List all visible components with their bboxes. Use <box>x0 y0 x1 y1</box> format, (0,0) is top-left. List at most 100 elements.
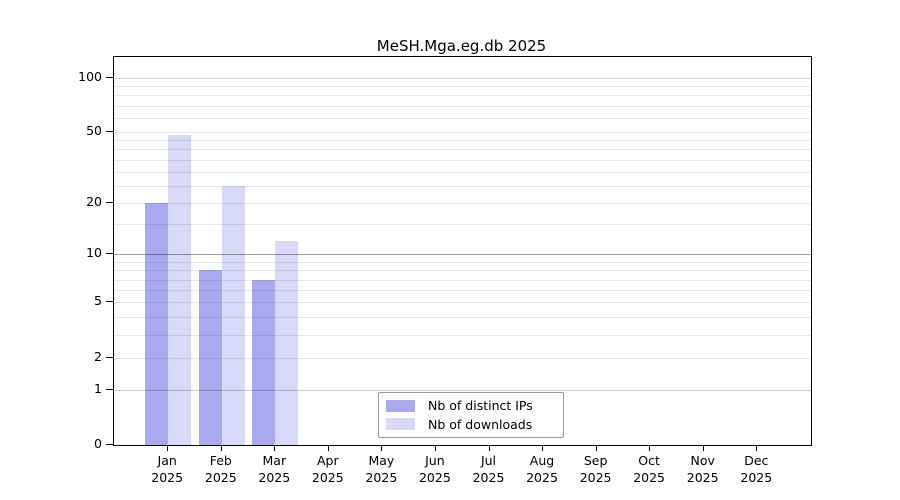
month-name: Jun <box>425 453 445 468</box>
major-gridline-1 <box>114 389 811 391</box>
x-tick-label-dec: Dec 2025 <box>724 453 788 486</box>
bar-nb-of-downloads-jan <box>168 135 192 445</box>
minor-gridline-2 <box>114 357 811 359</box>
month-year: 2025 <box>633 469 665 485</box>
month-year: 2025 <box>365 469 398 485</box>
month-year: 2025 <box>204 469 237 485</box>
month-name: Sep <box>583 453 608 468</box>
major-gridline-100 <box>114 77 811 79</box>
month-year: 2025 <box>579 469 612 485</box>
legend-item-downloads: Nb of downloads <box>379 417 563 432</box>
bar-nb-of-distinct-ips-mar <box>252 279 276 445</box>
x-tick-label-feb: Feb 2025 <box>189 453 253 486</box>
x-tick-mark-jul <box>488 445 490 451</box>
y-tick-label-1: 1 <box>94 380 102 396</box>
minor-gridline-40 <box>114 149 811 151</box>
x-tick-label-apr: Apr 2025 <box>296 453 360 486</box>
minor-gridline-30 <box>114 171 811 173</box>
minor-gridline-50 <box>114 132 811 134</box>
month-name: Mar <box>262 453 287 468</box>
legend: Nb of distinct IPs Nb of downloads <box>378 392 564 438</box>
y-tick-mark-1 <box>106 388 113 390</box>
minor-gridline-4 <box>114 316 811 318</box>
minor-gridline-70 <box>114 105 811 107</box>
minor-gridline-20 <box>114 202 811 204</box>
y-tick-label-100: 100 <box>78 68 102 84</box>
month-name: Feb <box>209 453 232 468</box>
x-tick-mark-may <box>381 445 383 451</box>
x-tick-label-may: May 2025 <box>349 453 413 486</box>
month-name: Oct <box>638 453 660 468</box>
y-tick-label-10: 10 <box>86 245 102 261</box>
x-tick-mark-oct <box>649 445 651 451</box>
month-name: Jul <box>480 453 497 468</box>
month-year: 2025 <box>418 469 451 485</box>
y-tick-label-20: 20 <box>86 193 102 209</box>
x-tick-mark-aug <box>542 445 543 451</box>
minor-gridline-80 <box>114 95 811 97</box>
x-tick-mark-feb <box>220 445 222 451</box>
month-name: Apr <box>316 453 339 468</box>
x-tick-label-sep: Sep 2025 <box>564 453 628 486</box>
month-name: Jan <box>157 453 177 468</box>
x-tick-mark-apr <box>327 445 329 451</box>
legend-item-distinct-ips: Nb of distinct IPs <box>379 398 563 413</box>
month-year: 2025 <box>258 469 291 485</box>
x-tick-label-nov: Nov 2025 <box>671 453 735 486</box>
legend-label-downloads: Nb of downloads <box>428 416 533 432</box>
bar-nb-of-distinct-ips-jan <box>145 202 169 445</box>
month-year: 2025 <box>311 469 344 485</box>
month-name: Aug <box>529 453 555 468</box>
minor-gridline-9 <box>114 261 811 263</box>
x-tick-mark-sep <box>595 445 597 451</box>
y-tick-mark-50 <box>106 131 113 133</box>
x-tick-mark-jun <box>434 445 436 451</box>
y-tick-label-50: 50 <box>86 123 102 139</box>
x-tick-mark-jan <box>167 445 169 451</box>
y-tick-mark-5 <box>106 301 113 303</box>
minor-gridline-8 <box>114 270 811 272</box>
bar-nb-of-downloads-mar <box>275 240 299 445</box>
month-name: Nov <box>690 453 715 468</box>
major-gridline-10 <box>114 254 811 256</box>
chart-title: MeSH.Mga.eg.db 2025 <box>376 37 547 55</box>
month-year: 2025 <box>151 469 184 485</box>
x-tick-label-jul: Jul 2025 <box>457 453 521 486</box>
plot-area <box>113 56 812 446</box>
x-tick-mark-nov <box>702 445 704 451</box>
month-year: 2025 <box>686 469 719 485</box>
y-tick-mark-10 <box>106 253 113 255</box>
month-year: 2025 <box>526 469 558 485</box>
minor-gridline-45 <box>114 140 811 142</box>
y-tick-label-0: 0 <box>94 436 102 451</box>
x-tick-label-jun: Jun 2025 <box>403 453 467 486</box>
bar-nb-of-downloads-feb <box>221 185 245 445</box>
bars-layer <box>114 57 811 445</box>
y-tick-label-2: 2 <box>94 348 102 364</box>
legend-swatch-downloads <box>386 418 415 431</box>
y-tick-mark-100 <box>106 76 113 78</box>
y-tick-mark-20 <box>106 201 113 203</box>
y-tick-mark-0 <box>106 444 113 445</box>
x-tick-mark-mar <box>274 445 276 451</box>
x-tick-label-oct: Oct 2025 <box>617 453 681 486</box>
x-tick-label-aug: Aug 2025 <box>510 453 574 486</box>
month-year: 2025 <box>740 469 773 485</box>
bar-nb-of-distinct-ips-feb <box>198 270 222 445</box>
y-tick-mark-2 <box>106 356 113 358</box>
x-tick-label-mar: Mar 2025 <box>242 453 306 486</box>
y-tick-label-5: 5 <box>94 293 102 309</box>
x-tick-label-jan: Jan 2025 <box>135 453 199 486</box>
legend-swatch-distinct-ips <box>386 399 415 412</box>
month-name: Dec <box>744 453 769 468</box>
minor-gridline-90 <box>114 86 811 87</box>
x-tick-mark-dec <box>756 445 758 451</box>
month-name: May <box>368 453 395 468</box>
minor-gridline-35 <box>114 159 811 161</box>
minor-gridline-25 <box>114 185 811 187</box>
minor-gridline-5 <box>114 302 811 304</box>
legend-label-distinct-ips: Nb of distinct IPs <box>428 398 533 414</box>
month-year: 2025 <box>472 469 505 485</box>
minor-gridline-6 <box>114 290 811 292</box>
